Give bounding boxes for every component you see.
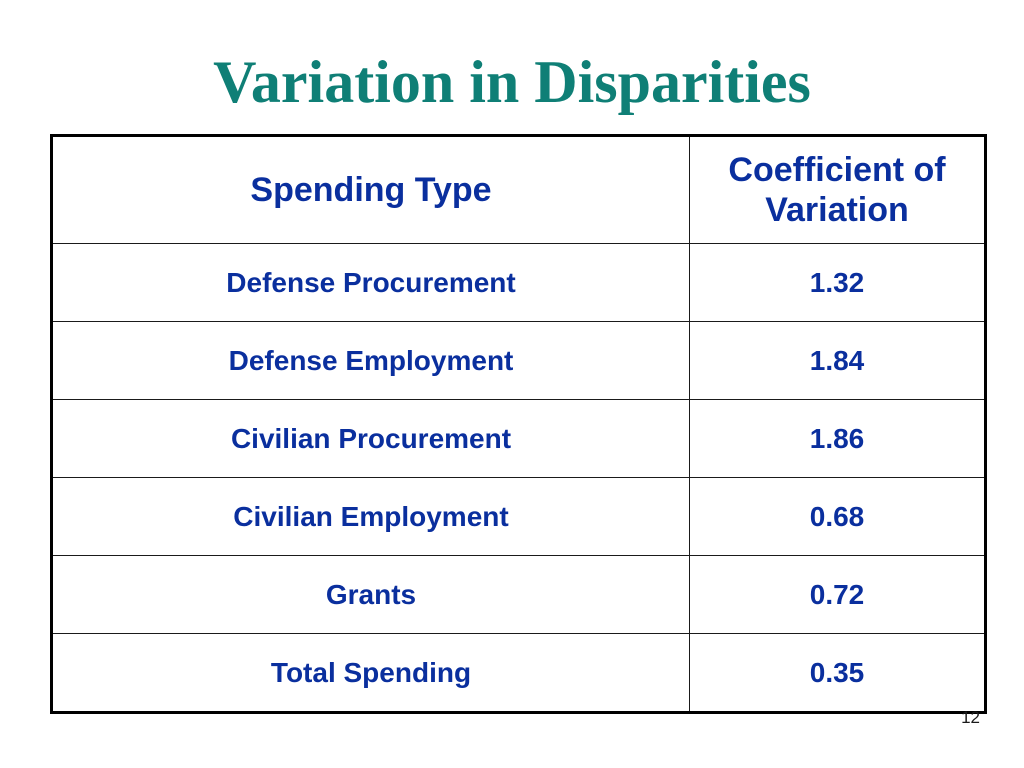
table-row: Defense Employment 1.84 — [51, 321, 986, 400]
header-coefficient-line1: Coefficient of — [728, 151, 946, 189]
spending-type-cell: Defense Procurement — [51, 243, 690, 322]
slide-title: Variation in Disparities — [213, 49, 811, 115]
table-row: Civilian Employment 0.68 — [51, 477, 986, 556]
table-header-row: Spending Type Coefficient of Variation — [51, 135, 986, 244]
coefficient-cell: 0.72 — [689, 555, 986, 634]
disparity-table: Spending Type Coefficient of Variation D… — [50, 134, 987, 714]
header-coefficient-line2: Variation — [765, 191, 909, 229]
table-row: Total Spending 0.35 — [51, 633, 986, 713]
table-row: Civilian Procurement 1.86 — [51, 399, 986, 478]
spending-type-cell: Defense Employment — [51, 321, 690, 400]
spending-type-cell: Civilian Employment — [51, 477, 690, 556]
header-coefficient-of-variation: Coefficient of Variation — [689, 135, 986, 244]
coefficient-cell: 0.68 — [689, 477, 986, 556]
coefficient-cell: 1.84 — [689, 321, 986, 400]
header-spending-type: Spending Type — [51, 135, 690, 244]
spending-type-cell: Total Spending — [51, 633, 690, 713]
spending-type-cell: Civilian Procurement — [51, 399, 690, 478]
coefficient-cell: 0.35 — [689, 633, 986, 713]
spending-type-cell: Grants — [51, 555, 690, 634]
coefficient-cell: 1.86 — [689, 399, 986, 478]
page-number: 12 — [961, 708, 980, 727]
table-row: Defense Procurement 1.32 — [51, 243, 986, 322]
table-row: Grants 0.72 — [51, 555, 986, 634]
coefficient-cell: 1.32 — [689, 243, 986, 322]
